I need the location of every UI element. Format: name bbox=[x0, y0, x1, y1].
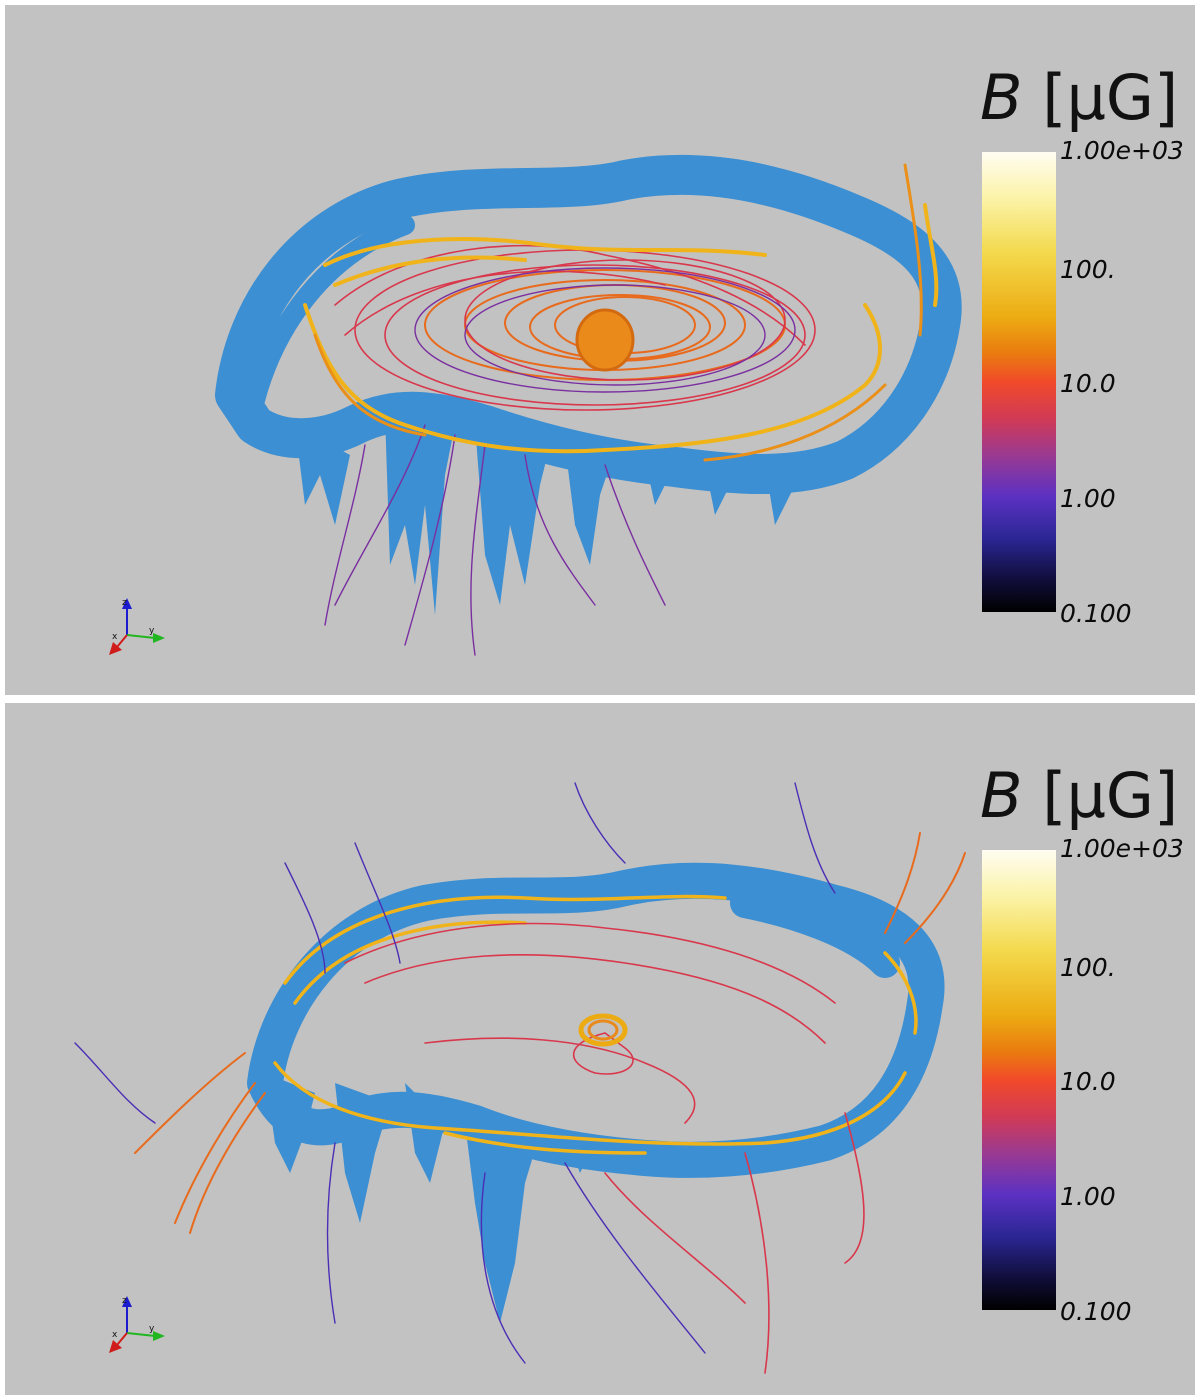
axis-label-z: z bbox=[122, 598, 127, 608]
colorbar-tick: 0.100 bbox=[1060, 1297, 1132, 1326]
gas-ring-top bbox=[215, 154, 962, 494]
colorbar-tick: 1.00 bbox=[1060, 484, 1116, 513]
orientation-axes: z x y bbox=[109, 1296, 165, 1353]
top-panel: B [µG] 1.00e+03 100. 10.0 1.00 0.100 z x… bbox=[5, 5, 1195, 695]
bottom-panel: B [µG] 1.00e+03 100. 10.0 1.00 0.100 z x… bbox=[5, 703, 1195, 1395]
colorbar-tick: 1.00e+03 bbox=[1060, 136, 1184, 165]
colorbar-title: B [µG] bbox=[980, 765, 1178, 827]
colorbar-tick: 100. bbox=[1060, 953, 1116, 982]
axis-label-x: x bbox=[112, 632, 118, 642]
disk-render-top bbox=[215, 154, 962, 656]
colorbar bbox=[982, 850, 1056, 1310]
colorbar-symbol: B bbox=[980, 759, 1023, 832]
colorbar-unit: [µG] bbox=[1042, 61, 1179, 134]
field-lines-bottom bbox=[74, 782, 966, 1374]
gas-hanging-top bbox=[295, 415, 795, 615]
colorbar-tick: 1.00e+03 bbox=[1060, 834, 1184, 863]
axis-label-y: y bbox=[149, 1324, 155, 1334]
colorbar-title: B [µG] bbox=[980, 67, 1178, 129]
disk-render-bottom bbox=[74, 782, 966, 1374]
colorbar-tick: 1.00 bbox=[1060, 1182, 1116, 1211]
axis-label-y: y bbox=[149, 626, 155, 636]
colorbar-tick: 10.0 bbox=[1060, 369, 1116, 398]
field-lines-top bbox=[303, 163, 939, 656]
colorbar-unit: [µG] bbox=[1042, 759, 1179, 832]
colorbar-symbol: B bbox=[980, 61, 1023, 134]
colorbar bbox=[982, 152, 1056, 612]
orientation-axes: z x y bbox=[109, 598, 165, 655]
axis-label-z: z bbox=[122, 1296, 127, 1306]
axis-label-x: x bbox=[112, 1330, 118, 1340]
colorbar-tick: 100. bbox=[1060, 255, 1116, 284]
colorbar-tick: 10.0 bbox=[1060, 1067, 1116, 1096]
colorbar-tick: 0.100 bbox=[1060, 599, 1132, 628]
